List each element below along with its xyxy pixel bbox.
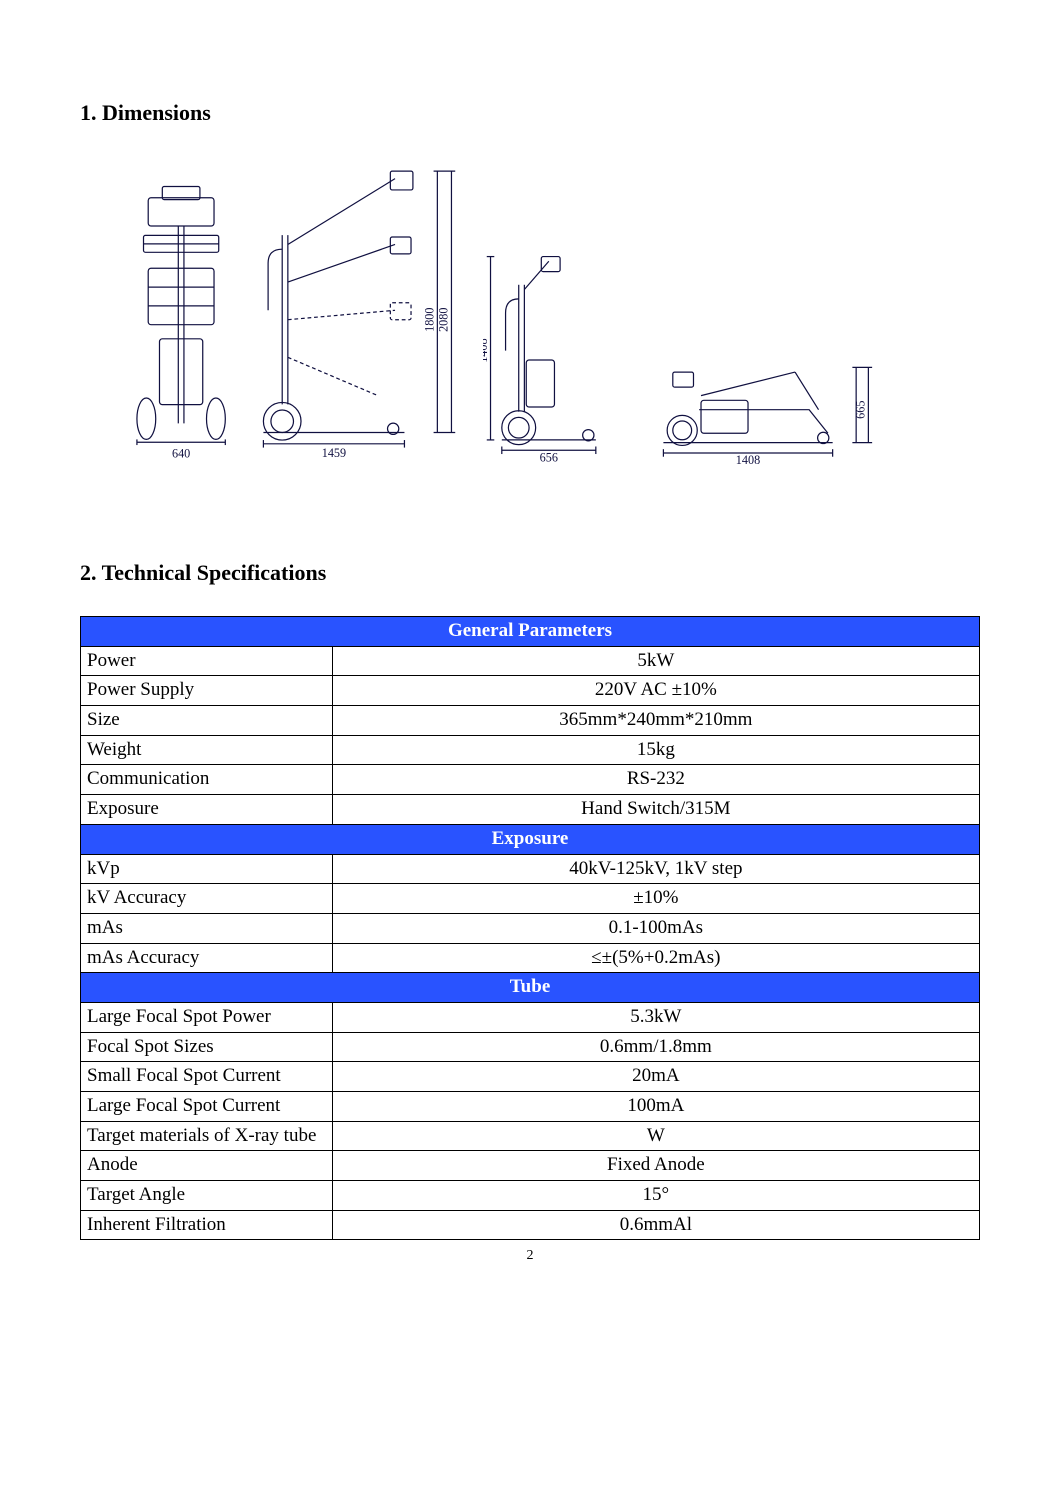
table-row: Focal Spot Sizes0.6mm/1.8mm xyxy=(81,1032,980,1062)
spec-value: 0.6mm/1.8mm xyxy=(332,1032,979,1062)
spec-label: mAs Accuracy xyxy=(81,943,333,973)
spec-value: ±10% xyxy=(332,884,979,914)
spec-label: Target Angle xyxy=(81,1181,333,1211)
spec-value: 15° xyxy=(332,1181,979,1211)
table-row: ExposureHand Switch/315M xyxy=(81,795,980,825)
diagram-side: 656 1408 xyxy=(483,250,643,470)
spec-value: 5.3kW xyxy=(332,1002,979,1032)
spec-label: Large Focal Spot Current xyxy=(81,1092,333,1122)
spec-label: Anode xyxy=(81,1151,333,1181)
table-row: Target materials of X-ray tubeW xyxy=(81,1121,980,1151)
spec-label: kVp xyxy=(81,854,333,884)
table-row: CommunicationRS-232 xyxy=(81,765,980,795)
spec-label: kV Accuracy xyxy=(81,884,333,914)
section-header: Tube xyxy=(81,973,980,1003)
spec-table: General ParametersPower5kWPower Supply22… xyxy=(80,616,980,1240)
spec-label: Focal Spot Sizes xyxy=(81,1032,333,1062)
table-row: mAs Accuracy≤±(5%+0.2mAs) xyxy=(81,943,980,973)
spec-label: Small Focal Spot Current xyxy=(81,1062,333,1092)
table-row: Power Supply220V AC ±10% xyxy=(81,676,980,706)
section-header: Exposure xyxy=(81,824,980,854)
spec-label: Communication xyxy=(81,765,333,795)
spec-value: 365mm*240mm*210mm xyxy=(332,706,979,736)
table-row: mAs0.1-100mAs xyxy=(81,913,980,943)
spec-value: 100mA xyxy=(332,1092,979,1122)
spec-value: 0.6mmAl xyxy=(332,1210,979,1240)
table-row: Small Focal Spot Current20mA xyxy=(81,1062,980,1092)
diagram-front: 640 xyxy=(120,170,242,470)
table-row: Large Focal Spot Current100mA xyxy=(81,1092,980,1122)
table-row: AnodeFixed Anode xyxy=(81,1151,980,1181)
spec-label: Size xyxy=(81,706,333,736)
table-row: Size365mm*240mm*210mm xyxy=(81,706,980,736)
spec-value: 220V AC ±10% xyxy=(332,676,979,706)
dim-656: 656 xyxy=(539,451,557,465)
table-row: Weight15kg xyxy=(81,735,980,765)
spec-label: mAs xyxy=(81,913,333,943)
dim-1800: 1800 xyxy=(423,307,437,331)
spec-value: 5kW xyxy=(332,646,979,676)
dim-1459: 1459 xyxy=(322,446,346,460)
spec-value: W xyxy=(332,1121,979,1151)
spec-value: RS-232 xyxy=(332,765,979,795)
spec-value: 15kg xyxy=(332,735,979,765)
spec-label: Weight xyxy=(81,735,333,765)
spec-label: Target materials of X-ray tube xyxy=(81,1121,333,1151)
diagram-folded: 1408 665 xyxy=(654,340,880,470)
spec-label: Power xyxy=(81,646,333,676)
table-row: Large Focal Spot Power5.3kW xyxy=(81,1002,980,1032)
spec-label: Inherent Filtration xyxy=(81,1210,333,1240)
table-row: kVp40kV-125kV, 1kV step xyxy=(81,854,980,884)
dimensions-diagrams: 640 xyxy=(120,150,880,470)
spec-value: ≤±(5%+0.2mAs) xyxy=(332,943,979,973)
dim-665: 665 xyxy=(854,401,868,419)
page-number: 2 xyxy=(80,1248,980,1264)
table-row: Power5kW xyxy=(81,646,980,676)
dim-2080: 2080 xyxy=(437,307,451,331)
diagram-side-extended: 1459 1800 2080 xyxy=(254,160,470,470)
table-row: Inherent Filtration0.6mmAl xyxy=(81,1210,980,1240)
spec-value: 20mA xyxy=(332,1062,979,1092)
spec-label: Large Focal Spot Power xyxy=(81,1002,333,1032)
dim-640: 640 xyxy=(172,446,190,460)
spec-value: 40kV-125kV, 1kV step xyxy=(332,854,979,884)
dim-1408: 1408 xyxy=(736,453,760,467)
section-header: General Parameters xyxy=(81,617,980,647)
heading-specs: 2. Technical Specifications xyxy=(80,560,980,586)
spec-value: Fixed Anode xyxy=(332,1151,979,1181)
spec-label: Power Supply xyxy=(81,676,333,706)
dim-1408v: 1408 xyxy=(483,338,490,362)
spec-label: Exposure xyxy=(81,795,333,825)
heading-dimensions: 1. Dimensions xyxy=(80,100,980,126)
spec-value: 0.1-100mAs xyxy=(332,913,979,943)
table-row: Target Angle15° xyxy=(81,1181,980,1211)
table-row: kV Accuracy±10% xyxy=(81,884,980,914)
spec-value: Hand Switch/315M xyxy=(332,795,979,825)
